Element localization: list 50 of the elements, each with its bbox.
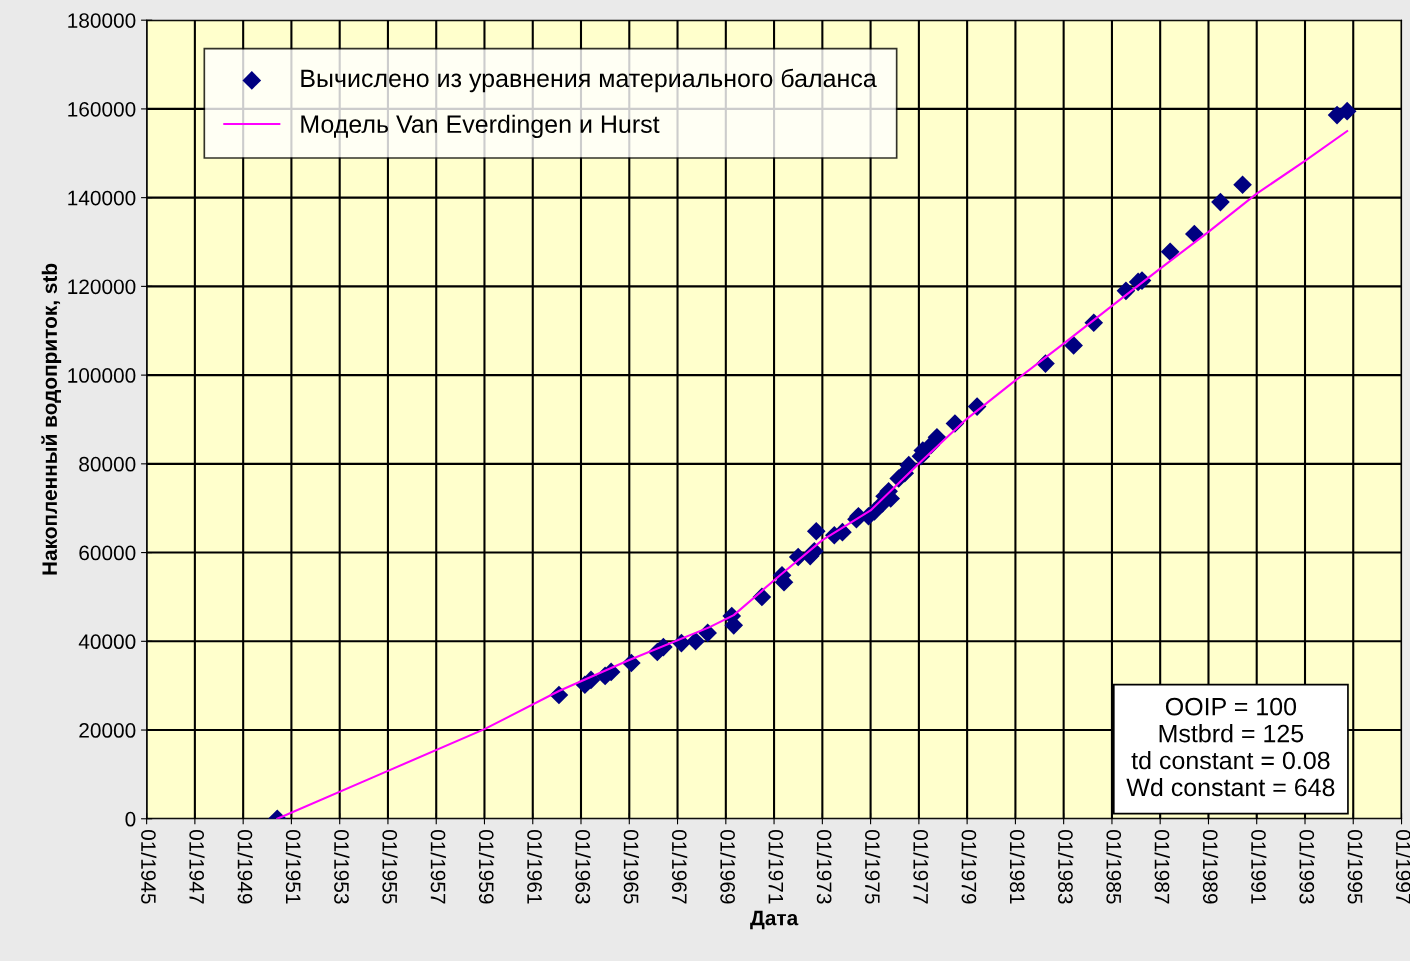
x-tick-label: 01/1949 (237, 830, 253, 904)
x-tick-label: 01/1991 (1251, 830, 1267, 904)
x-tick-label: 01/1979 (961, 830, 977, 904)
point (1233, 175, 1252, 195)
point (1064, 336, 1083, 355)
x-tick-label: 01/1995 (1347, 830, 1363, 904)
point (1337, 101, 1357, 121)
y-tick-label: 40000 (78, 634, 136, 650)
y-tick-label: 120000 (68, 279, 136, 295)
x-tick-label: 01/1961 (527, 830, 543, 904)
x-tick-label: 01/1955 (382, 830, 398, 904)
x-tick-label: 01/1983 (1058, 830, 1074, 904)
y-tick-label: 20000 (79, 723, 136, 738)
x-tick-label: 01/1947 (189, 830, 205, 904)
x-tick-label: 01/1965 (623, 830, 639, 904)
x-tick-label: 01/1987 (1154, 830, 1170, 904)
point (724, 616, 744, 635)
x-tick-label: 01/1975 (865, 830, 881, 904)
x-tick-label: 01/1945 (141, 830, 157, 904)
x-tick-label: 01/1953 (334, 830, 350, 904)
x-tick-label: 01/1993 (1299, 830, 1315, 904)
y-tick-label: 180000 (68, 13, 136, 28)
x-tick-label: 01/1959 (478, 830, 495, 904)
annotation: OOIP = 100 Mstbrd = 125 td constant = 0.08 Wd constant = 648 (1126, 697, 1335, 797)
x-tick-label: 01/1973 (816, 830, 833, 904)
y-axis-title: Накопленный водоприток, stb (41, 263, 62, 575)
x-tick-label: 01/1981 (1009, 830, 1026, 904)
x-tick-label: 01/1989 (1202, 830, 1219, 904)
y-tick-label: 160000 (68, 101, 136, 117)
legend-label: Вычислено из уравнения материального баланса (301, 68, 877, 93)
x-tick-label: 01/1951 (285, 830, 302, 904)
y-tick-label: 140000 (68, 190, 136, 206)
y-tick-label: 100000 (68, 368, 136, 383)
x-tick-label: 01/1963 (575, 830, 591, 904)
legend-label: Модель Van Everdingen и Hurst (301, 114, 660, 138)
x-tick-label: 01/1957 (430, 830, 446, 904)
point (1211, 192, 1230, 212)
y-tick-label: 0 (125, 811, 136, 827)
x-axis-title: Дата (750, 910, 799, 930)
x-tick-label: 01/1971 (768, 830, 784, 904)
y-tick-label: 60000 (79, 545, 136, 561)
y-tick-label: 80000 (79, 456, 136, 472)
x-tick-label: 01/1967 (671, 830, 688, 904)
point (927, 427, 947, 447)
x-tick-label: 01/1977 (913, 830, 929, 904)
point (806, 521, 826, 541)
point (1160, 242, 1180, 262)
x-tick-label: 01/1969 (720, 830, 736, 904)
x-tick-label: 01/1985 (1106, 830, 1122, 904)
point (686, 631, 705, 651)
